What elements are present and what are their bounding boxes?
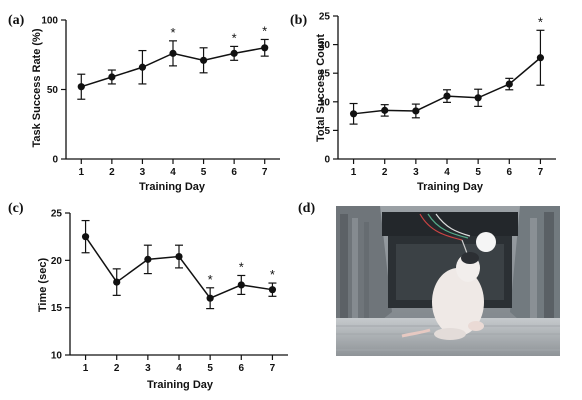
panel-c-x-tick-label: 3 bbox=[145, 363, 151, 374]
panel-c-plot-area: 10 15 20 25 1 2 3 4 5 6 7 * * * bbox=[51, 209, 288, 374]
panel-c-x-tick-label: 1 bbox=[83, 363, 89, 374]
panel-c-x-tick-label: 2 bbox=[114, 363, 120, 374]
panel-c-chart: (c) Time (sec) Training Day 10 15 20 25 1 2 3 4… bbox=[8, 201, 288, 391]
panel-b-chart: (b) Total Success Count Training Day 0 5 1… bbox=[290, 12, 556, 193]
panel-b-x-tick-label: 3 bbox=[413, 167, 419, 178]
panel-a-plot-area: 0 50 100 1 2 3 4 5 6 7 * * * bbox=[41, 16, 280, 178]
panel-c-x-tick-label: 4 bbox=[176, 363, 182, 374]
panel-a-data-point bbox=[261, 44, 269, 52]
panel-c-y-tick-label: 20 bbox=[51, 256, 63, 267]
panel-b-y-tick-label: 10 bbox=[319, 97, 331, 108]
panel-b-x-axis-title: Training Day bbox=[417, 181, 484, 193]
panel-a-label: (a) bbox=[8, 13, 25, 28]
panel-c-y-axis-title: Time (sec) bbox=[37, 258, 49, 313]
panel-b-data-point bbox=[505, 80, 513, 88]
panel-b-data-point bbox=[536, 54, 545, 62]
panel-a-y-tick-label: 0 bbox=[52, 155, 58, 166]
panel-c-x-tick-label: 6 bbox=[239, 363, 245, 374]
rat-cage-photo: 知乎 @神经科学解决方案 bbox=[336, 206, 560, 383]
panel-c-data-point bbox=[81, 233, 90, 241]
watermark-text: 知乎 @神经科学解决方案 bbox=[409, 368, 556, 383]
panel-a-significance-star: * bbox=[170, 25, 175, 40]
panel-b-x-tick-label: 4 bbox=[444, 167, 450, 178]
panel-a-x-tick-label: 2 bbox=[109, 167, 115, 178]
panel-b-data-point bbox=[349, 110, 358, 118]
panel-c-data-point bbox=[175, 252, 183, 261]
panel-c-data-point bbox=[237, 281, 245, 289]
panel-a-data-point bbox=[230, 49, 238, 57]
panel-b-y-tick-label: 0 bbox=[324, 155, 330, 166]
panel-c-label: (c) bbox=[8, 201, 24, 216]
panel-a-data-point bbox=[199, 56, 208, 64]
panel-b-y-tick-label: 15 bbox=[319, 69, 331, 80]
panel-a-data-point bbox=[169, 49, 177, 57]
panel-c-y-tick-label: 15 bbox=[51, 303, 63, 314]
panel-b-x-tick-label: 1 bbox=[351, 167, 357, 178]
panel-b-y-tick-label: 20 bbox=[319, 40, 331, 51]
panel-b-data-point bbox=[412, 107, 420, 115]
panel-c-data-point bbox=[268, 286, 277, 294]
panel-c-x-tick-label: 5 bbox=[207, 363, 213, 374]
panel-b-y-tick-label: 25 bbox=[319, 12, 331, 23]
panel-c-data-point bbox=[144, 255, 152, 263]
panel-a-x-tick-label: 4 bbox=[170, 167, 176, 178]
panel-d-label: (d) bbox=[298, 201, 315, 216]
panel-c-significance-star: * bbox=[208, 272, 213, 287]
panel-b-data-point bbox=[381, 106, 389, 114]
panel-b-significance-star: * bbox=[538, 14, 543, 29]
panel-a-x-axis-title: Training Day bbox=[139, 181, 206, 193]
panel-b-x-tick-label: 6 bbox=[507, 167, 513, 178]
panel-b-data-point bbox=[474, 94, 482, 102]
panel-b-label: (b) bbox=[290, 13, 307, 28]
panel-b-x-tick-label: 2 bbox=[382, 167, 388, 178]
panel-b-x-tick-label: 5 bbox=[475, 167, 481, 178]
panel-a-x-tick-label: 1 bbox=[79, 167, 85, 178]
panel-b-plot-area: 0 5 10 15 20 25 1 2 3 4 5 6 7 * bbox=[319, 12, 556, 178]
panel-a-x-tick-label: 6 bbox=[231, 167, 237, 178]
panel-b-y-axis-title: Total Success Count bbox=[315, 34, 327, 142]
panel-a-x-tick-label: 3 bbox=[140, 167, 146, 178]
panel-c-x-axis-title: Training Day bbox=[147, 379, 214, 391]
panel-c-significance-star: * bbox=[270, 267, 275, 282]
panel-a-x-tick-label: 5 bbox=[201, 167, 207, 178]
panel-c-data-point bbox=[206, 294, 214, 302]
panel-c-data-point bbox=[113, 278, 121, 286]
panel-c-y-tick-label: 25 bbox=[51, 209, 63, 220]
panel-a-significance-star: * bbox=[232, 30, 237, 45]
panel-c-x-tick-label: 7 bbox=[270, 363, 276, 374]
panel-a-data-point bbox=[77, 83, 85, 91]
panel-b-data-point bbox=[443, 92, 451, 100]
panel-a-data-point bbox=[108, 73, 116, 81]
panel-c-significance-star: * bbox=[239, 259, 244, 274]
panel-d-photo: (d) bbox=[298, 201, 560, 383]
panel-a-y-tick-label: 50 bbox=[47, 85, 59, 96]
panel-a-y-tick-label: 100 bbox=[41, 16, 58, 27]
panel-b-x-tick-label: 7 bbox=[538, 167, 544, 178]
panel-a-data-point bbox=[138, 63, 147, 71]
panel-c-y-tick-label: 10 bbox=[51, 351, 63, 362]
panel-a-chart: (a) Task Success Rate (%) Training Day 0… bbox=[8, 13, 280, 193]
panel-a-significance-star: * bbox=[262, 23, 267, 38]
panel-a-y-axis-title: Task Success Rate (%) bbox=[31, 28, 43, 147]
panel-b-y-tick-label: 5 bbox=[324, 126, 330, 137]
panel-a-x-tick-label: 7 bbox=[262, 167, 268, 178]
